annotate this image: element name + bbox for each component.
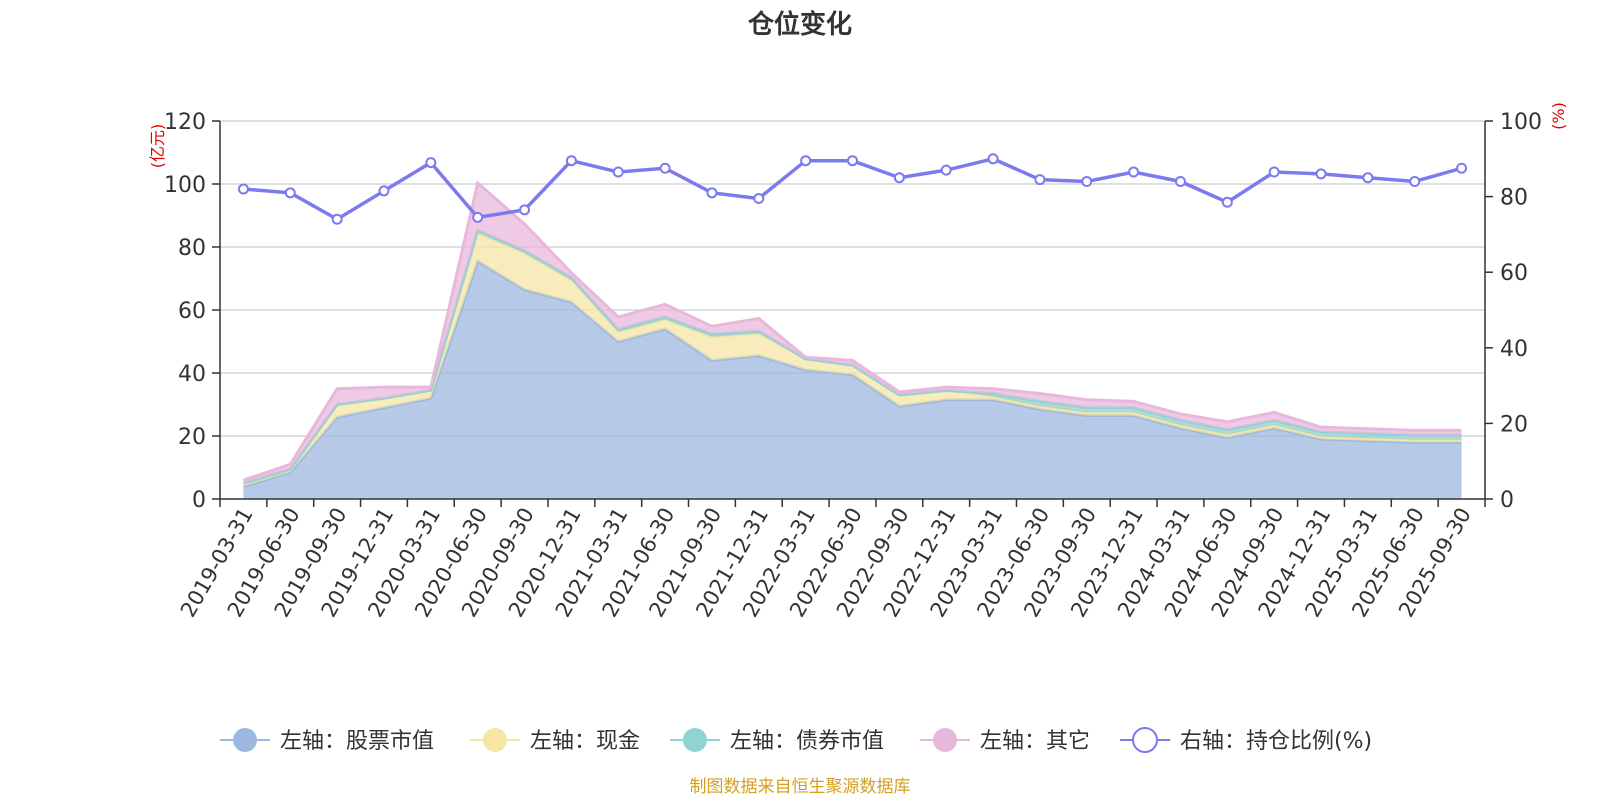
- left-tick-label: 80: [178, 236, 206, 261]
- holding-ratio-line-series: [237, 153, 1468, 225]
- legend: 左轴：股票市值 左轴：现金 左轴：债券市值 左轴：其它 右轴：持仓比例(%): [220, 727, 1372, 754]
- ratio-point: [1456, 162, 1468, 174]
- ratio-point: [425, 157, 437, 169]
- ratio-point: [472, 211, 484, 223]
- area-edge-左轴：其它: [242, 180, 1462, 482]
- legend-label: 左轴：其它: [980, 729, 1090, 754]
- ratio-point: [800, 155, 812, 167]
- ratio-point: [893, 172, 905, 184]
- data-source-note: 制图数据来自恒生聚源数据库: [690, 777, 911, 797]
- right-tick-label: 40: [1500, 337, 1528, 362]
- ratio-point: [1221, 196, 1233, 208]
- legend-marker: [483, 728, 507, 752]
- left-tick-label: 40: [178, 362, 206, 387]
- left-tick-label: 120: [164, 110, 206, 135]
- ratio-point: [706, 187, 718, 199]
- legend-item[interactable]: 左轴：债券市值: [670, 728, 884, 754]
- ratio-point: [1034, 174, 1046, 186]
- left-tick-label: 20: [178, 425, 206, 450]
- ratio-point: [1128, 166, 1140, 178]
- ratio-point: [284, 187, 296, 199]
- ratio-point: [1081, 175, 1093, 187]
- ratio-point: [1174, 175, 1186, 187]
- legend-label: 左轴：现金: [530, 729, 640, 754]
- legend-item[interactable]: 左轴：现金: [470, 728, 640, 754]
- legend-label: 右轴：持仓比例(%): [1180, 729, 1372, 754]
- legend-item[interactable]: 右轴：持仓比例(%): [1120, 727, 1372, 754]
- ratio-point: [1268, 166, 1280, 178]
- legend-item[interactable]: 左轴：股票市值: [220, 728, 434, 754]
- ratio-point: [1315, 168, 1327, 180]
- legend-item[interactable]: 左轴：其它: [920, 728, 1090, 754]
- ratio-point: [1362, 172, 1374, 184]
- ratio-point: [331, 213, 343, 225]
- ratio-point: [378, 185, 390, 197]
- ratio-point: [753, 192, 765, 204]
- ratio-point: [847, 155, 858, 167]
- right-tick-label: 80: [1500, 186, 1528, 211]
- ratio-point: [612, 166, 624, 178]
- legend-marker: [1132, 727, 1158, 753]
- left-tick-label: 0: [192, 488, 206, 513]
- right-axis-unit: (%): [1549, 102, 1568, 130]
- left-tick-label: 100: [164, 173, 206, 198]
- stacked-areas: [242, 180, 1462, 499]
- ratio-point: [659, 162, 671, 174]
- chart-title: 仓位变化: [747, 9, 852, 40]
- ratio-point: [565, 155, 577, 167]
- right-tick-label: 100: [1500, 110, 1542, 135]
- left-axis-unit: (亿元): [148, 124, 167, 169]
- ratio-line-path: [243, 156, 1463, 222]
- legend-label: 左轴：债券市值: [730, 729, 884, 754]
- ratio-point: [987, 153, 999, 165]
- right-tick-label: 0: [1500, 488, 1514, 513]
- legend-marker: [233, 728, 257, 752]
- ratio-point: [519, 204, 531, 216]
- ratio-point: [940, 164, 952, 176]
- legend-marker: [933, 728, 957, 752]
- legend-label: 左轴：股票市值: [280, 729, 434, 754]
- ratio-point: [237, 183, 249, 195]
- area-左轴：股票市值: [243, 261, 1462, 499]
- left-tick-label: 60: [178, 299, 206, 324]
- ratio-point: [1409, 175, 1421, 187]
- right-tick-label: 60: [1500, 261, 1528, 286]
- right-tick-label: 20: [1500, 412, 1528, 437]
- legend-marker: [683, 728, 707, 752]
